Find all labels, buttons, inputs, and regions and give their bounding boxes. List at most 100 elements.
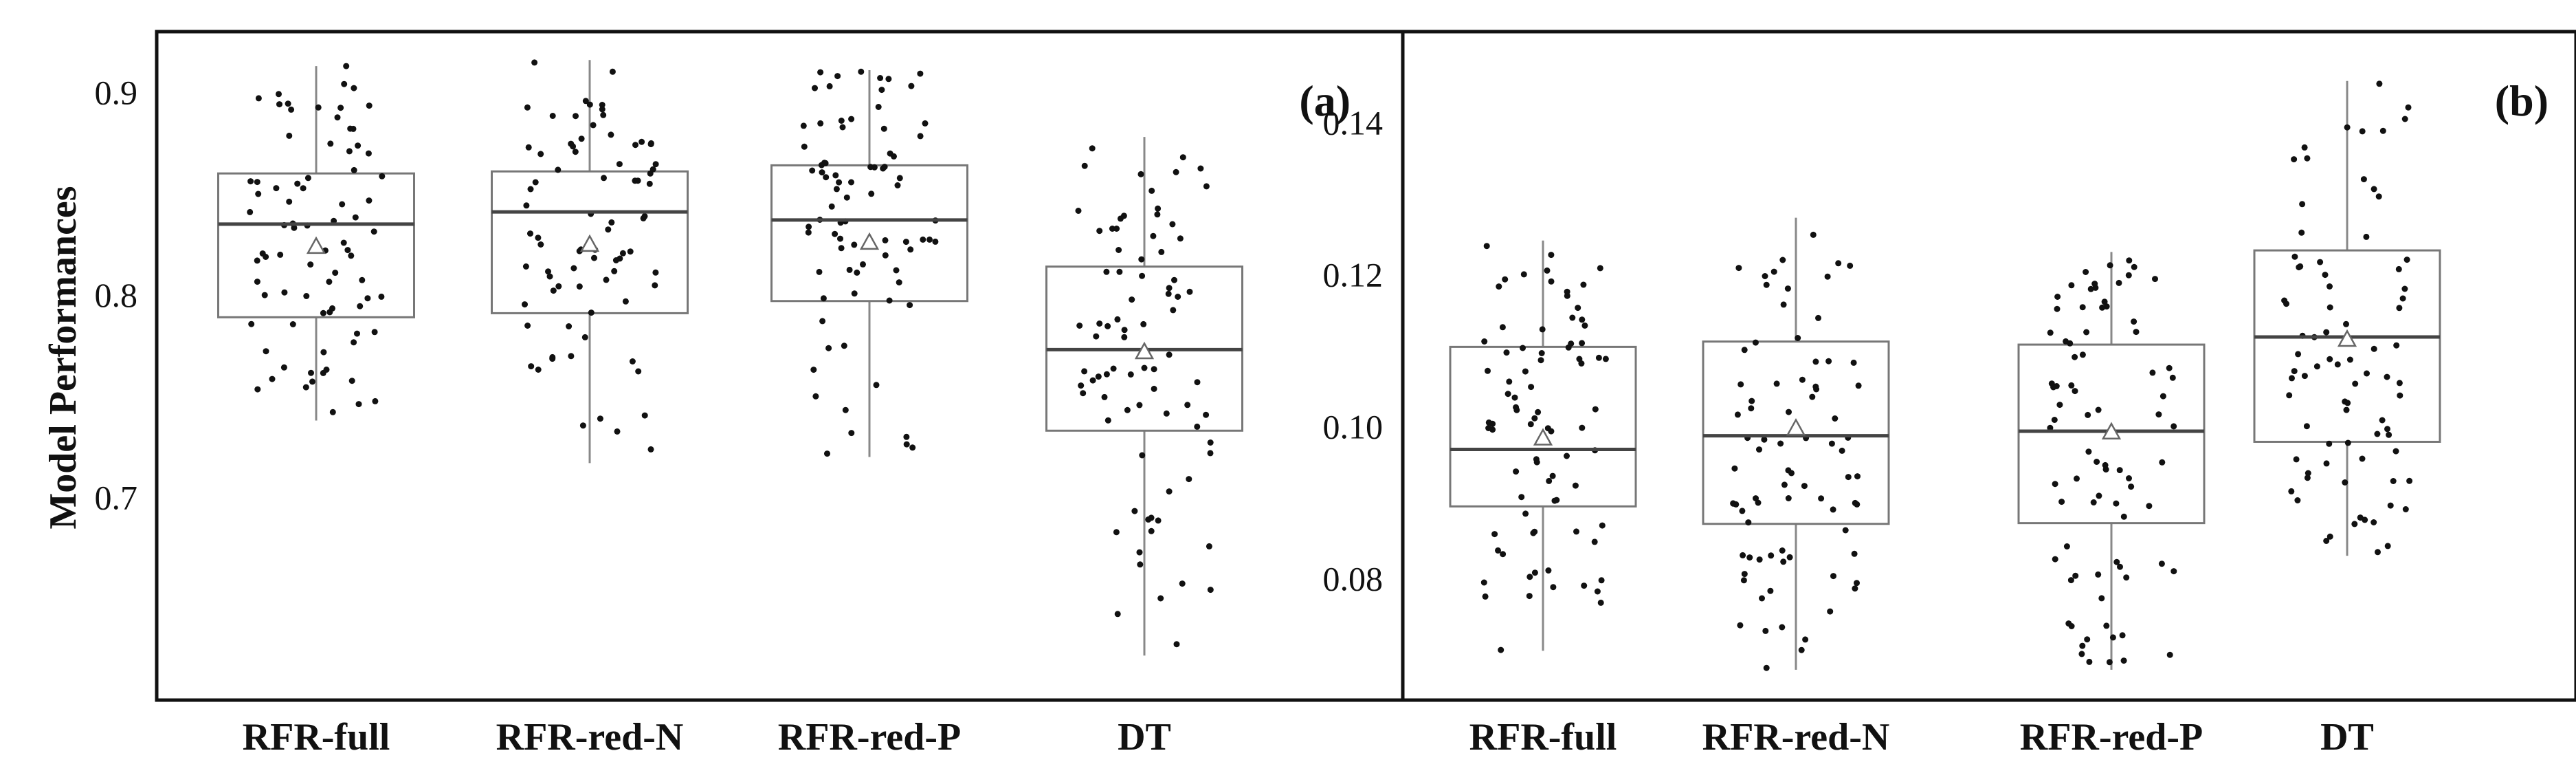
data-point bbox=[545, 268, 551, 275]
data-point bbox=[1795, 335, 1801, 341]
data-point bbox=[875, 104, 882, 110]
data-point bbox=[2327, 533, 2333, 540]
data-point bbox=[1148, 527, 1155, 534]
data-point bbox=[578, 135, 585, 142]
data-point bbox=[2109, 634, 2116, 641]
data-point bbox=[550, 287, 557, 294]
data-point bbox=[280, 364, 287, 371]
data-point bbox=[886, 297, 893, 304]
data-point bbox=[635, 368, 642, 375]
data-point bbox=[2375, 549, 2381, 556]
data-point bbox=[570, 265, 577, 272]
data-point bbox=[873, 382, 880, 389]
data-point bbox=[2303, 423, 2310, 430]
data-point bbox=[817, 120, 824, 127]
data-point bbox=[1767, 587, 1774, 594]
data-point bbox=[2146, 503, 2153, 510]
data-point bbox=[1824, 273, 1831, 280]
data-point bbox=[2086, 658, 2093, 665]
data-point bbox=[2079, 304, 2086, 311]
data-point bbox=[1781, 481, 1788, 488]
panel-a-y-tick-label: 0.8 bbox=[95, 276, 138, 314]
data-point bbox=[1731, 465, 1738, 472]
data-point bbox=[2083, 269, 2089, 275]
data-point bbox=[1491, 531, 1498, 538]
data-point bbox=[307, 261, 314, 268]
data-point bbox=[2357, 514, 2364, 521]
data-point bbox=[352, 214, 359, 221]
data-point bbox=[2317, 259, 2324, 265]
data-point bbox=[590, 122, 597, 129]
data-point bbox=[608, 219, 615, 226]
data-point bbox=[842, 406, 849, 413]
data-point bbox=[1569, 314, 1576, 321]
data-point bbox=[1533, 459, 1540, 466]
data-point bbox=[334, 114, 341, 121]
data-point bbox=[1773, 380, 1780, 387]
data-point bbox=[2392, 448, 2399, 455]
box-group-rfr-red-n bbox=[1702, 217, 1890, 671]
data-point bbox=[2166, 651, 2173, 658]
data-point bbox=[1175, 294, 1181, 300]
data-point bbox=[612, 257, 619, 263]
data-point bbox=[2085, 411, 2091, 418]
data-point bbox=[614, 428, 621, 435]
data-point bbox=[2068, 282, 2075, 289]
data-point bbox=[1546, 477, 1553, 484]
data-point bbox=[1101, 393, 1108, 400]
data-point bbox=[537, 241, 544, 248]
data-point bbox=[340, 239, 347, 246]
data-point bbox=[2344, 400, 2351, 406]
data-point bbox=[2158, 560, 2165, 567]
data-point bbox=[1537, 357, 1544, 364]
data-point bbox=[828, 203, 835, 210]
data-point bbox=[364, 295, 371, 302]
data-point bbox=[1141, 364, 1148, 371]
data-point bbox=[2291, 253, 2298, 260]
data-point bbox=[2370, 345, 2377, 352]
data-point bbox=[2342, 479, 2349, 486]
data-point bbox=[2293, 456, 2300, 463]
data-point bbox=[1157, 595, 1164, 602]
data-point bbox=[2079, 351, 2086, 358]
data-point bbox=[1852, 499, 1858, 506]
data-point bbox=[1113, 226, 1120, 232]
data-point bbox=[294, 180, 301, 187]
data-point bbox=[1103, 371, 1110, 378]
data-point bbox=[1113, 529, 1120, 536]
data-point bbox=[843, 194, 850, 201]
data-point bbox=[323, 367, 330, 373]
data-point bbox=[1197, 165, 1204, 172]
data-point bbox=[1735, 265, 1742, 272]
data-point bbox=[2126, 257, 2133, 264]
data-point bbox=[1166, 351, 1173, 358]
data-point bbox=[2376, 80, 2383, 87]
data-point bbox=[1140, 320, 1147, 327]
data-point bbox=[1194, 379, 1201, 386]
data-point bbox=[922, 120, 929, 127]
data-point bbox=[1810, 231, 1817, 238]
data-point bbox=[2170, 423, 2177, 430]
data-point bbox=[2399, 295, 2406, 302]
data-point bbox=[868, 190, 875, 197]
data-point bbox=[817, 69, 824, 76]
data-point bbox=[2384, 543, 2391, 549]
data-point bbox=[1075, 208, 1082, 214]
data-point bbox=[2291, 156, 2298, 163]
data-point bbox=[917, 70, 924, 77]
data-point bbox=[1158, 248, 1165, 255]
data-point bbox=[339, 201, 346, 208]
data-point bbox=[1752, 339, 1759, 346]
data-point bbox=[647, 140, 654, 146]
data-point bbox=[582, 98, 589, 105]
data-point bbox=[2107, 262, 2113, 269]
data-point bbox=[1165, 290, 1172, 297]
data-point bbox=[1186, 476, 1192, 483]
data-point bbox=[880, 125, 887, 132]
data-point bbox=[2063, 543, 2070, 549]
data-point bbox=[2123, 574, 2130, 581]
data-point bbox=[2065, 620, 2072, 627]
data-point bbox=[1513, 406, 1520, 413]
data-point bbox=[1177, 235, 1184, 242]
data-point bbox=[1788, 470, 1795, 477]
